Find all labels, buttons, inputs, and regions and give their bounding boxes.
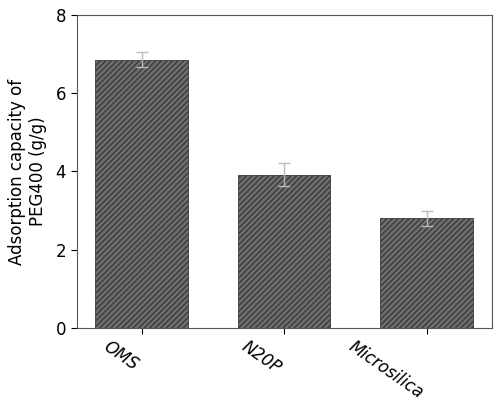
Y-axis label: Adsorption capacity of
PEG400 (g/g): Adsorption capacity of PEG400 (g/g) <box>8 79 47 265</box>
Bar <box>96 60 188 328</box>
Bar <box>380 217 473 328</box>
Bar <box>238 175 330 328</box>
